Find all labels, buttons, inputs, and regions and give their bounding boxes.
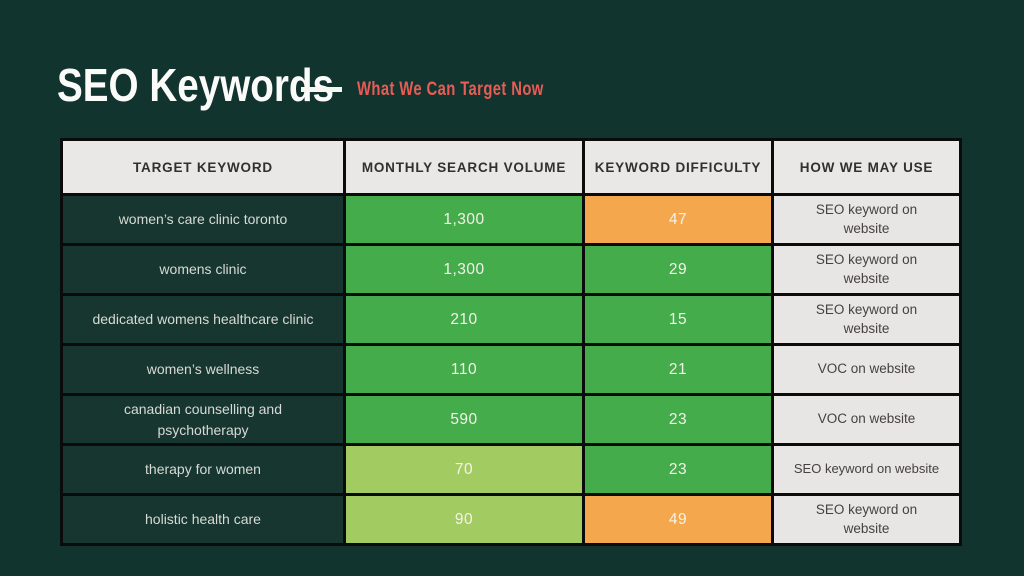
difficulty-cell: 29 [585,246,771,293]
search-volume-cell: 1,300 [346,246,582,293]
keyword-cell: women’s wellness [63,346,343,393]
column-header-monthly-search-volume: MONTHLY SEARCH VOLUME [346,141,582,193]
column-header-how-we-may-use: HOW WE MAY USE [774,141,959,193]
difficulty-cell: 23 [585,446,771,493]
use-case-cell: VOC on website [774,396,959,443]
use-case-cell: SEO keyword on website [774,296,959,343]
page-subtitle: What We Can Target Now [357,79,544,100]
use-case-cell: VOC on website [774,346,959,393]
search-volume-cell: 590 [346,396,582,443]
seo-keywords-table: TARGET KEYWORD MONTHLY SEARCH VOLUME KEY… [60,138,962,546]
column-header-target-keyword: TARGET KEYWORD [63,141,343,193]
difficulty-cell: 15 [585,296,771,343]
use-case-cell: SEO keyword on website [774,196,959,243]
keyword-cell: dedicated womens healthcare clinic [63,296,343,343]
use-case-cell: SEO keyword on website [774,246,959,293]
difficulty-cell: 21 [585,346,771,393]
title-dash [301,87,342,92]
search-volume-cell: 110 [346,346,582,393]
keyword-cell: holistic health care [63,496,343,543]
column-header-keyword-difficulty: KEYWORD DIFFICULTY [585,141,771,193]
difficulty-cell: 47 [585,196,771,243]
search-volume-cell: 1,300 [346,196,582,243]
difficulty-cell: 23 [585,396,771,443]
keyword-cell: canadian counselling and psychotherapy [63,396,343,443]
search-volume-cell: 210 [346,296,582,343]
use-case-cell: SEO keyword on website [774,446,959,493]
use-case-cell: SEO keyword on website [774,496,959,543]
search-volume-cell: 70 [346,446,582,493]
search-volume-cell: 90 [346,496,582,543]
difficulty-cell: 49 [585,496,771,543]
page-title: SEO Keywords [57,59,335,111]
keyword-cell: therapy for women [63,446,343,493]
keyword-cell: womens clinic [63,246,343,293]
keyword-cell: women’s care clinic toronto [63,196,343,243]
